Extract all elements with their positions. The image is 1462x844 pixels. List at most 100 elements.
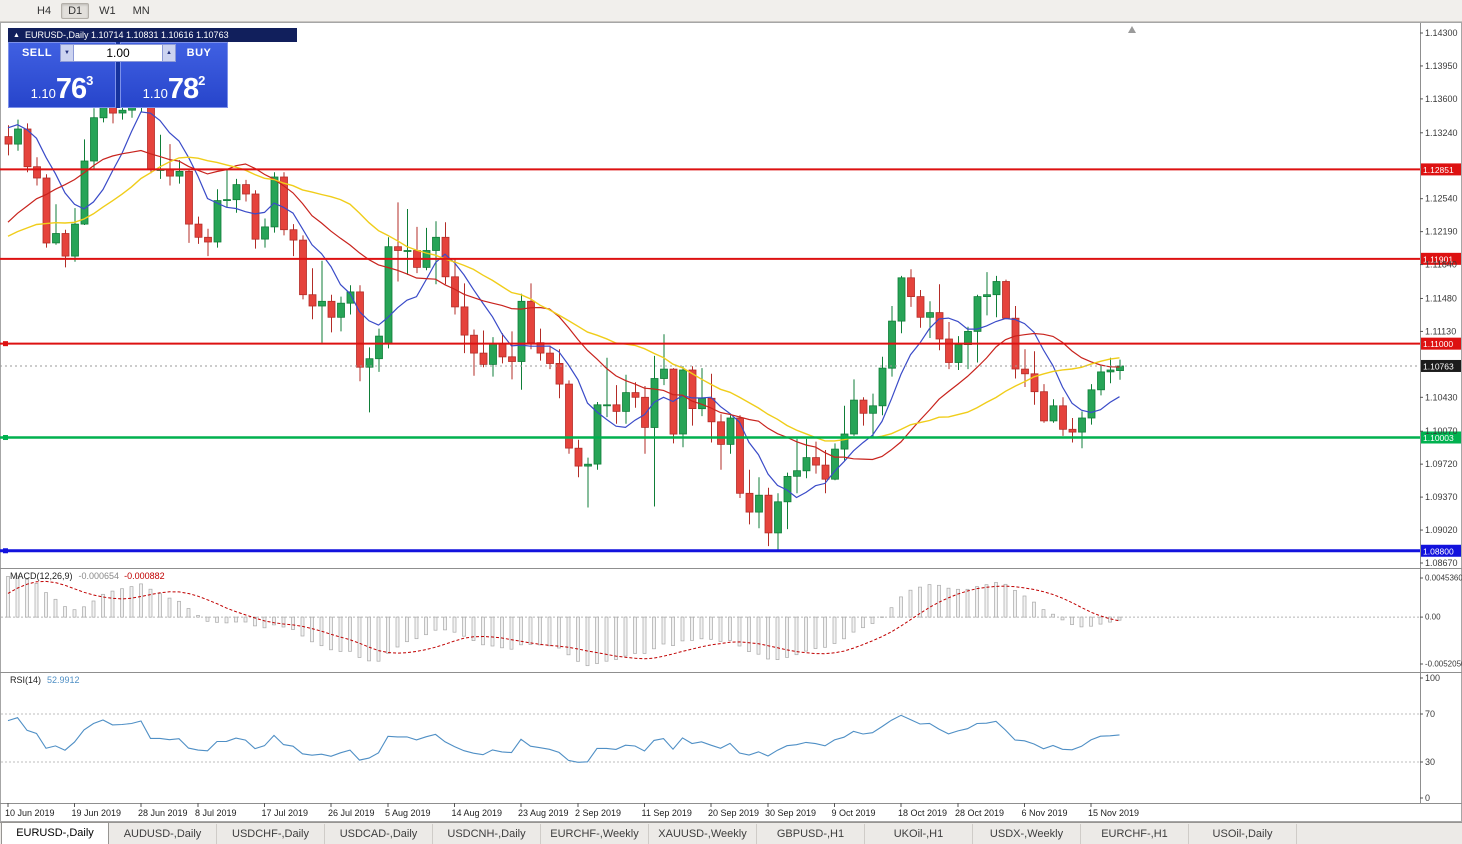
macd-indicator-label: MACD(12,26,9) -0.000654 -0.000882 [10,571,165,581]
svg-text:1.09370: 1.09370 [1425,492,1458,502]
chart-tab-usdchf-daily[interactable]: USDCHF-,Daily [217,824,325,844]
svg-text:1.13240: 1.13240 [1425,128,1458,138]
timeframe-button-d1[interactable]: D1 [61,2,90,19]
rsi-indicator-label: RSI(14) 52.9912 [10,675,80,685]
svg-text:11 Sep 2019: 11 Sep 2019 [642,808,692,818]
chart-region: 1.12851 1.11901 1.11000 1.10003 1.08800 1.143… [0,22,1462,822]
buy-price-prefix: 1.10 [142,86,168,101]
hline-1.12851[interactable]: 1.12851 [0,163,1461,176]
svg-text:28 Jun 2019: 28 Jun 2019 [138,808,188,818]
chart-tab-usoil-daily[interactable]: USOil-,Daily [1189,824,1297,844]
macd-name: MACD(12,26,9) [10,571,73,581]
volume-input[interactable] [74,44,162,62]
svg-text:9 Oct 2019: 9 Oct 2019 [832,808,876,818]
chart-canvas[interactable]: 1.12851 1.11901 1.11000 1.10003 1.08800 1.143… [0,22,1462,822]
chart-tab-usdcad-daily[interactable]: USDCAD-,Daily [325,824,433,844]
svg-text:1.13600: 1.13600 [1425,94,1458,104]
timeframe-button-h4[interactable]: H4 [37,4,52,17]
chart-tab-gbpusd-h1[interactable]: GBPUSD-,H1 [757,824,865,844]
svg-text:100: 100 [1425,673,1440,683]
svg-text:30: 30 [1425,757,1435,767]
main-price-pane[interactable] [4,84,1124,552]
svg-text:1.12851: 1.12851 [1423,165,1454,175]
svg-text:1.11480: 1.11480 [1425,293,1457,303]
collapse-panel-icon[interactable]: ▲ [13,32,20,39]
svg-text:20 Sep 2019: 20 Sep 2019 [708,808,759,818]
chart-tab-xauusd-weekly[interactable]: XAUUSD-,Weekly [649,824,757,844]
sell-price: 1.10763 [9,74,115,104]
chart-tab-bar: EURUSD-,Daily AUDUSD-,Daily USDCHF-,Daily U… [0,822,1462,844]
timeframe-button-w1[interactable]: W1 [99,4,116,17]
svg-text:1.12190: 1.12190 [1425,227,1458,237]
chart-tab-usdcnh-daily[interactable]: USDCNH-,Daily [433,824,541,844]
ma-line-18 [7,149,1120,461]
ma-line-7 [7,111,1120,499]
sell-price-sup: 3 [86,73,94,88]
macd-pane [1,575,1420,667]
hline-1.08800[interactable]: 1.08800 [0,544,1461,557]
macd-value-main: -0.000654 [78,571,120,581]
volume-control: ▼ ▲ [60,44,176,62]
svg-text:-0.0052050: -0.0052050 [1425,660,1462,669]
macd-value-signal: -0.000882 [124,571,165,581]
svg-text:10 Jun 2019: 10 Jun 2019 [5,808,55,818]
rsi-name: RSI(14) [10,675,42,685]
svg-text:15 Nov 2019: 15 Nov 2019 [1088,808,1139,818]
timeframe-button-mn[interactable]: MN [132,4,150,17]
svg-text:1.11901: 1.11901 [1423,254,1453,264]
hline-1.11901[interactable]: 1.11901 [0,252,1461,265]
buy-label: BUY [186,47,212,59]
svg-text:1.11130: 1.11130 [1425,326,1456,336]
volume-up-icon[interactable]: ▲ [162,44,176,62]
date-axis: 10 Jun 2019 19 Jun 2019 28 Jun 2019 8 Jul 2… [5,803,1139,818]
chart-tab-eurusd-daily[interactable]: EURUSD-,Daily [1,822,109,844]
svg-text:1.11000: 1.11000 [1423,339,1453,349]
svg-text:1.14300: 1.14300 [1425,28,1458,38]
svg-text:1.10763: 1.10763 [1423,361,1454,371]
ma-line-28 [7,156,1120,442]
svg-text:0.0045360: 0.0045360 [1425,574,1462,583]
sell-price-big: 76 [55,73,87,105]
chart-shift-marker-icon[interactable] [1128,26,1136,33]
svg-text:23 Aug 2019: 23 Aug 2019 [518,808,569,818]
price-axis: 1.14300 1.13950 1.13600 1.13240 1.12540 1.121… [1420,23,1462,803]
svg-text:30 Sep 2019: 30 Sep 2019 [765,808,816,818]
volume-down-icon[interactable]: ▼ [60,44,74,62]
svg-text:26 Jul 2019: 26 Jul 2019 [328,808,375,818]
svg-text:1.08800: 1.08800 [1423,546,1454,556]
svg-text:2 Sep 2019: 2 Sep 2019 [575,808,621,818]
current-price-label: 1.10763 [1421,359,1461,372]
svg-text:1.10003: 1.10003 [1423,433,1454,443]
svg-text:5 Aug 2019: 5 Aug 2019 [385,808,431,818]
timeframe-toolbar: H4 D1 W1 MN [0,0,1462,22]
rsi-line [7,714,1120,763]
svg-text:1.08670: 1.08670 [1425,558,1458,568]
svg-text:70: 70 [1425,709,1435,719]
svg-text:18 Oct 2019: 18 Oct 2019 [898,808,947,818]
svg-text:17 Jul 2019: 17 Jul 2019 [262,808,309,818]
hline-1.11000[interactable]: 1.11000 [0,337,1461,350]
svg-text:1.10430: 1.10430 [1425,392,1458,402]
svg-text:1.11840: 1.11840 [1425,260,1457,270]
hline-1.10003[interactable]: 1.10003 [0,431,1461,444]
svg-text:14 Aug 2019: 14 Aug 2019 [452,808,503,818]
chart-tab-eurchf-weekly[interactable]: EURCHF-,Weekly [541,824,649,844]
svg-text:8 Jul 2019: 8 Jul 2019 [195,808,237,818]
svg-text:1.09020: 1.09020 [1425,525,1458,535]
chart-title-text: EURUSD-,Daily 1.10714 1.10831 1.10616 1.… [24,30,229,40]
chart-tab-ukoil-h1[interactable]: UKOil-,H1 [865,824,973,844]
svg-text:6 Nov 2019: 6 Nov 2019 [1022,808,1068,818]
svg-text:1.10070: 1.10070 [1425,426,1458,436]
buy-price-big: 78 [167,73,199,105]
macd-signal-line [7,580,1120,660]
sell-price-prefix: 1.10 [30,86,56,101]
svg-text:19 Jun 2019: 19 Jun 2019 [72,808,122,818]
chart-title-bar[interactable]: ▲ EURUSD-,Daily 1.10714 1.10831 1.10616 1… [8,28,297,42]
svg-text:0.00: 0.00 [1425,613,1441,622]
one-click-trading-panel: SELL 1.10763 BUY 1.10782 ▼ ▲ [8,42,228,108]
chart-tab-audusd-daily[interactable]: AUDUSD-,Daily [109,824,217,844]
svg-text:28 Oct 2019: 28 Oct 2019 [955,808,1004,818]
chart-tab-usdx-weekly[interactable]: USDX-,Weekly [973,824,1081,844]
svg-text:1.13950: 1.13950 [1425,61,1458,71]
chart-tab-eurchf-h1[interactable]: EURCHF-,H1 [1081,824,1189,844]
